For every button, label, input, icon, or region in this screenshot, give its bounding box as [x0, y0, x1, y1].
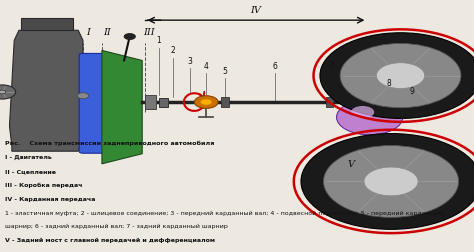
Circle shape	[340, 44, 461, 108]
Circle shape	[124, 34, 136, 40]
Text: 2: 2	[171, 46, 175, 55]
Text: 5: 5	[223, 67, 228, 76]
Text: V - Задний мост с главной передачей и дифференциалом: V - Задний мост с главной передачей и ди…	[5, 238, 215, 243]
Polygon shape	[102, 50, 142, 164]
Text: II: II	[103, 27, 110, 37]
Text: III - Коробка передач: III - Коробка передач	[5, 183, 82, 188]
FancyBboxPatch shape	[159, 98, 168, 107]
Circle shape	[337, 100, 403, 135]
Text: 4: 4	[204, 61, 209, 71]
Circle shape	[194, 96, 218, 108]
Text: 7: 7	[329, 61, 334, 71]
Circle shape	[323, 145, 458, 217]
Text: шарнир; 6 - задний карданный вал; 7 - задний карданный шарнир: шарнир; 6 - задний карданный вал; 7 - за…	[5, 224, 228, 229]
Text: IV - Карданная передача: IV - Карданная передача	[5, 197, 95, 202]
Text: IV: IV	[251, 6, 261, 15]
Text: 9: 9	[410, 87, 415, 96]
Circle shape	[376, 63, 425, 88]
FancyBboxPatch shape	[145, 95, 156, 109]
Circle shape	[0, 90, 6, 94]
Polygon shape	[21, 18, 73, 30]
FancyBboxPatch shape	[79, 53, 106, 153]
Circle shape	[320, 33, 474, 118]
Text: 1 - эластичная муфта; 2 - шлицевое соединение; 3 - передний карданный вал; 4 - п: 1 - эластичная муфта; 2 - шлицевое соеди…	[5, 210, 443, 215]
Circle shape	[77, 93, 89, 99]
Text: III: III	[144, 27, 155, 37]
Text: V: V	[347, 160, 354, 169]
Polygon shape	[9, 30, 83, 151]
Text: II - Сцепление: II - Сцепление	[5, 169, 56, 174]
FancyBboxPatch shape	[326, 97, 333, 107]
Text: I: I	[86, 27, 90, 37]
FancyBboxPatch shape	[221, 97, 229, 107]
Text: 6: 6	[273, 61, 277, 71]
Text: Рис.    Схема трансмиссии заднеприводного автомобиля: Рис. Схема трансмиссии заднеприводного а…	[5, 141, 214, 146]
Circle shape	[351, 106, 374, 118]
Circle shape	[0, 85, 16, 99]
Circle shape	[364, 167, 418, 196]
Circle shape	[301, 134, 474, 229]
Circle shape	[201, 99, 212, 105]
Text: 3: 3	[187, 56, 192, 66]
Text: I - Двигатель: I - Двигатель	[5, 155, 52, 160]
Text: 8: 8	[386, 79, 391, 88]
Text: 1: 1	[156, 36, 161, 45]
